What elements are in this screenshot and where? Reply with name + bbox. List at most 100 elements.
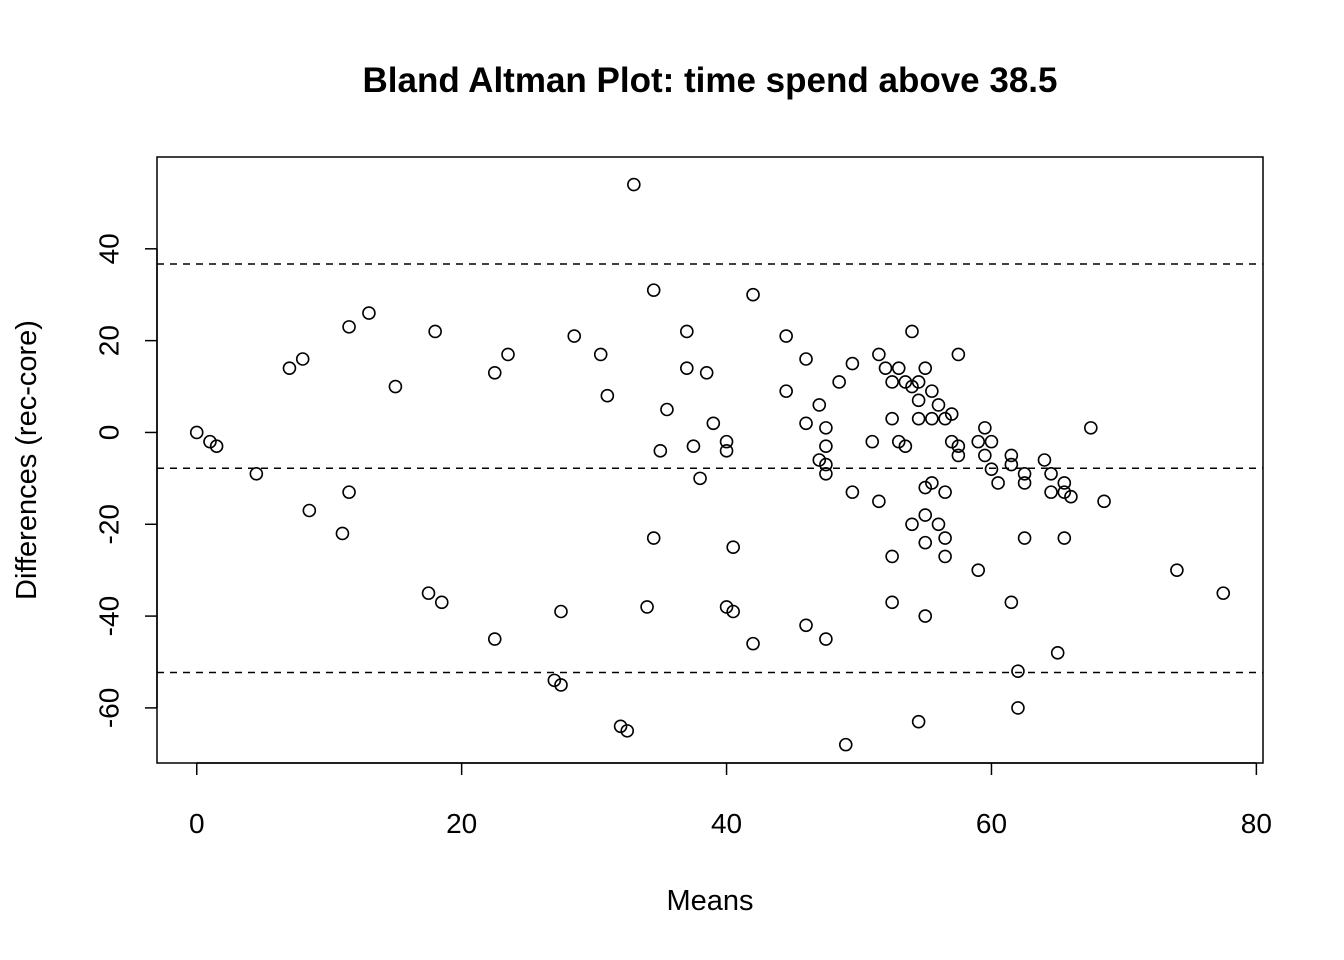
x-axis: 0 20 40 60 80: [189, 762, 1272, 839]
x-tick-label: 80: [1241, 808, 1272, 839]
data-point: [918, 508, 933, 522]
data-point: [779, 384, 793, 398]
y-axis-label: Differences (rec-core): [11, 320, 43, 600]
data-point: [653, 444, 668, 458]
data-point: [925, 384, 939, 398]
data-point: [746, 287, 760, 302]
data-point: [938, 549, 952, 564]
data-point: [978, 448, 992, 463]
data-point: [885, 411, 899, 426]
data-point: [971, 563, 986, 577]
data-point: [819, 421, 833, 435]
data-point: [918, 535, 933, 550]
data-point: [925, 476, 939, 490]
data-point: [938, 485, 952, 499]
data-point: [501, 347, 515, 362]
data-point: [421, 586, 436, 600]
data-point: [1050, 646, 1065, 660]
data-point: [819, 466, 833, 481]
data-point: [1097, 494, 1111, 509]
data-points: [189, 177, 1231, 752]
data-point: [640, 600, 654, 614]
data-point: [819, 457, 833, 472]
data-point: [746, 636, 760, 651]
data-point: [931, 517, 946, 532]
data-point: [872, 347, 886, 362]
x-tick-label: 40: [711, 808, 742, 839]
data-point: [249, 466, 264, 481]
data-point: [209, 439, 224, 454]
data-point: [302, 503, 317, 518]
data-point: [1084, 421, 1098, 435]
data-point: [984, 434, 999, 449]
y-axis: -60 -40 -20 0 20 40: [94, 233, 158, 728]
data-point: [620, 724, 635, 738]
data-point: [891, 361, 906, 375]
data-point: [693, 471, 707, 486]
data-point: [931, 398, 946, 412]
data-point: [646, 283, 661, 297]
data-point: [600, 388, 615, 403]
data-point: [799, 618, 813, 633]
data-point: [646, 531, 661, 545]
data-point: [388, 379, 403, 394]
data-point: [905, 324, 919, 339]
data-point: [1017, 466, 1032, 481]
data-point: [918, 361, 933, 375]
data-point: [971, 434, 986, 449]
data-point: [1044, 466, 1058, 481]
data-point: [342, 485, 356, 499]
data-point: [1017, 531, 1032, 545]
data-point: [911, 411, 926, 426]
data-point: [487, 632, 502, 646]
data-point: [554, 604, 568, 619]
data-point: [819, 439, 833, 454]
x-tick-label: 60: [976, 808, 1007, 839]
data-point: [335, 526, 350, 541]
data-point: [925, 411, 939, 426]
data-point: [885, 595, 899, 610]
data-point: [1057, 531, 1072, 545]
data-point: [1017, 476, 1032, 490]
data-point: [951, 448, 966, 463]
data-point: [567, 329, 582, 343]
data-point: [680, 361, 694, 375]
data-point: [660, 402, 674, 417]
data-point: [911, 714, 926, 729]
x-axis-label: Means: [666, 885, 753, 917]
data-point: [819, 632, 833, 646]
data-point: [878, 361, 893, 375]
data-point: [845, 356, 860, 371]
data-point: [1004, 457, 1019, 472]
chart-title: Bland Altman Plot: time spend above 38.5: [363, 61, 1058, 100]
data-point: [872, 494, 886, 509]
data-point: [1216, 586, 1231, 600]
data-point: [706, 416, 721, 431]
data-point: [428, 324, 442, 339]
data-point: [898, 439, 913, 454]
data-point: [699, 365, 714, 380]
data-point: [680, 324, 694, 339]
data-point: [918, 609, 933, 623]
data-point: [938, 531, 952, 545]
y-tick-label: -40: [94, 596, 125, 636]
data-point: [1004, 595, 1019, 610]
data-point: [295, 352, 310, 366]
data-point: [951, 347, 966, 362]
data-point: [1004, 448, 1019, 463]
data-point: [1044, 485, 1058, 499]
data-point: [911, 393, 926, 408]
data-point: [342, 320, 356, 334]
data-point: [434, 595, 449, 610]
data-point: [951, 439, 966, 454]
data-point: [984, 462, 999, 476]
data-point: [487, 365, 502, 380]
data-point: [189, 425, 204, 440]
y-tick-label: 20: [94, 325, 125, 356]
data-point: [1037, 453, 1052, 467]
x-tick-label: 20: [446, 808, 477, 839]
data-point: [554, 678, 568, 692]
data-point: [362, 306, 376, 320]
data-point: [726, 540, 740, 555]
data-point: [593, 347, 608, 362]
